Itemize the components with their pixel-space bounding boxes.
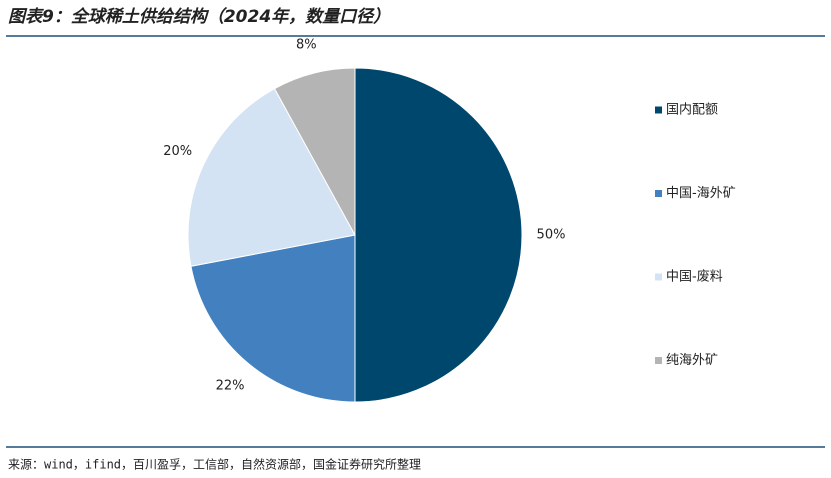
pie-slice: [187, 87, 356, 267]
pie-slice: [190, 234, 356, 403]
chart-title: 图表9：全球稀土供给结构（2024年，数量口径）: [8, 7, 390, 27]
data-label: 22%: [216, 379, 245, 394]
legend-marker: [655, 357, 662, 364]
legend-label: 中国-海外矿: [666, 186, 736, 201]
legend-label: 中国-废料: [666, 269, 723, 285]
data-label: 20%: [163, 144, 192, 159]
data-label: 50%: [537, 228, 566, 243]
data-label: 8%: [296, 38, 317, 53]
legend-marker: [655, 190, 662, 197]
pie-slice: [273, 67, 356, 236]
source: 来源：wind，ifind，百川盈孚，工信部，自然资源部，国金证券研究所整理: [8, 457, 421, 472]
legend-label: 纯海外矿: [666, 353, 718, 368]
legend-marker: [655, 106, 662, 114]
legend-label: 国内配额: [666, 102, 718, 118]
legend-marker: [655, 273, 662, 281]
pie-slice: [354, 67, 523, 403]
